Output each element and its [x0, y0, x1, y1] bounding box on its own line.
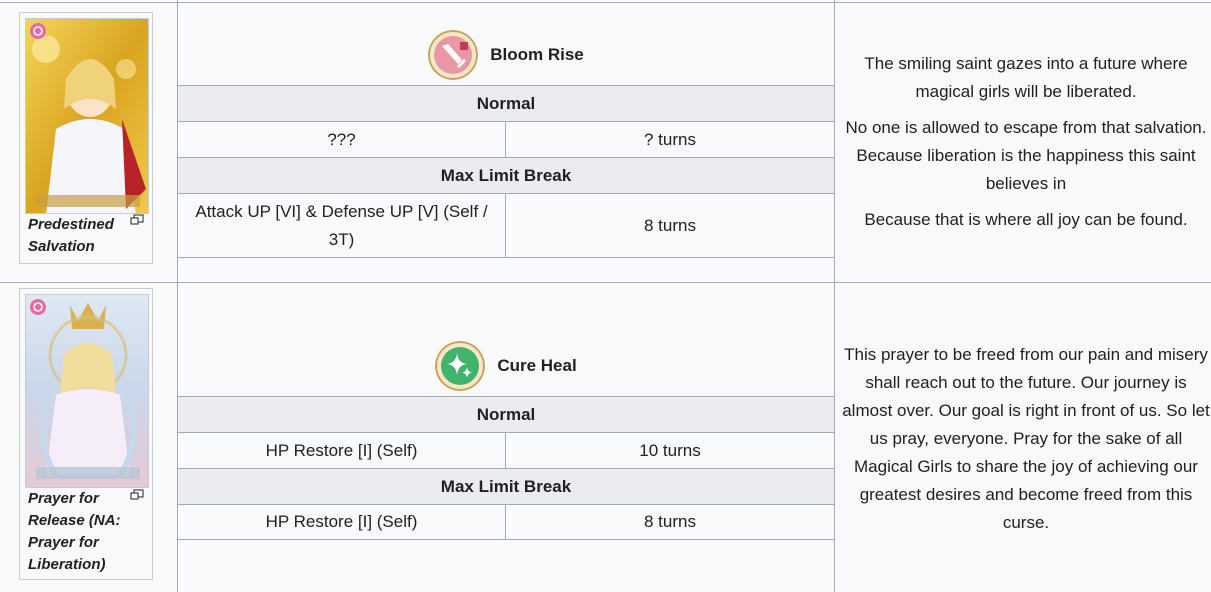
normal-header: Normal: [178, 85, 834, 121]
column-divider: [834, 0, 835, 592]
card-thumbnail[interactable]: Predestined Salvation: [19, 12, 153, 264]
sparkle-icon: [435, 341, 486, 391]
skill-header: Cure Heal: [178, 341, 834, 391]
skill-header: Bloom Rise: [178, 30, 834, 80]
skill-effect: HP Restore [I] (Self): [178, 433, 506, 468]
skill-effect: Attack UP [VI] & Defense UP [V] (Self / …: [178, 194, 506, 257]
row-divider: [0, 2, 1211, 3]
skill-name: Bloom Rise: [490, 45, 584, 64]
skill-name: Cure Heal: [497, 356, 577, 375]
card-caption: Prayer for Release (NA: Prayer for Liber…: [28, 490, 121, 573]
description-paragraph: This prayer to be freed from our pain an…: [842, 345, 1210, 532]
table-row: Attack UP [VI] & Defense UP [V] (Self / …: [178, 193, 834, 258]
sword-icon: [428, 30, 479, 80]
skill-duration: ? turns: [644, 129, 696, 149]
card-thumbnail[interactable]: Prayer for Release (NA: Prayer for Liber…: [19, 288, 153, 580]
card-image[interactable]: [25, 18, 149, 214]
table-row: HP Restore [I] (Self) 10 turns: [178, 432, 834, 468]
skill-duration: 10 turns: [639, 440, 701, 460]
description-paragraph: Because that is where all joy can be fou…: [864, 210, 1188, 229]
card-description: This prayer to be freed from our pain an…: [842, 341, 1210, 545]
card-description: The smiling saint gazes into a future wh…: [842, 50, 1210, 242]
skill-duration: 8 turns: [644, 215, 696, 235]
table-row: HP Restore [I] (Self) 8 turns: [178, 504, 834, 540]
normal-header: Normal: [178, 396, 834, 432]
table-row: ??? ? turns: [178, 121, 834, 157]
skill-effect: ???: [178, 122, 506, 157]
enlarge-icon[interactable]: [130, 214, 144, 225]
description-paragraph: No one is allowed to escape from that sa…: [845, 118, 1207, 193]
skill-duration: 8 turns: [644, 512, 696, 531]
column-divider: [177, 0, 178, 592]
card-caption: Predestined Salvation: [28, 216, 114, 255]
skill-effect: HP Restore [I] (Self): [178, 505, 506, 539]
card-image[interactable]: [25, 294, 149, 488]
mlb-header: Max Limit Break: [178, 468, 834, 504]
mlb-header: Max Limit Break: [178, 157, 834, 193]
enlarge-icon[interactable]: [130, 489, 144, 500]
description-paragraph: The smiling saint gazes into a future wh…: [864, 54, 1188, 101]
row-divider: [0, 282, 1211, 283]
